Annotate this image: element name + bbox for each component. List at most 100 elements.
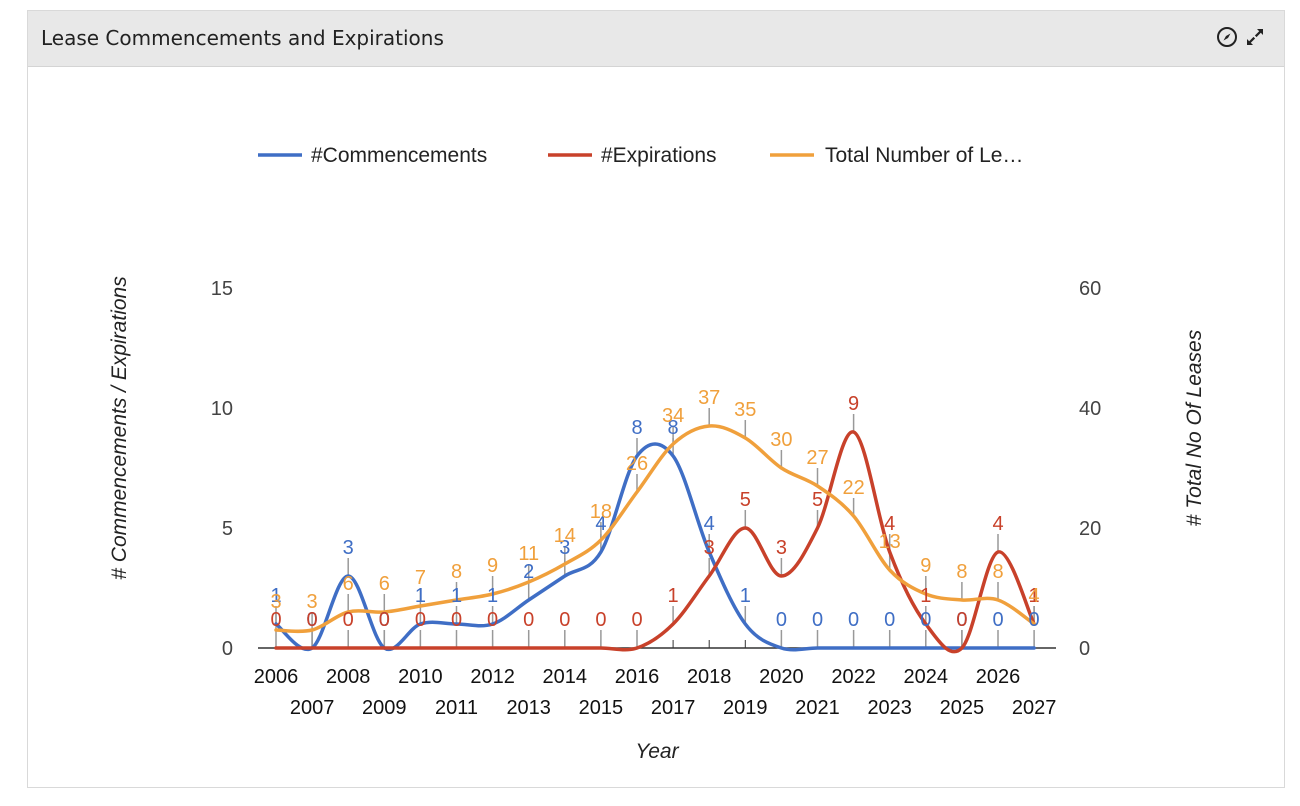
x-tick-label: 2024	[904, 666, 949, 688]
data-label: 8	[631, 417, 642, 439]
data-label: 3	[776, 537, 787, 559]
y-left-tick-label: 10	[211, 398, 233, 420]
data-label: 0	[415, 609, 426, 631]
data-label: 1	[920, 585, 931, 607]
x-tick-label: 2007	[290, 697, 335, 719]
expand-icon[interactable]	[1243, 25, 1267, 49]
data-label: 0	[379, 609, 390, 631]
data-label: 6	[343, 573, 354, 595]
data-label: 0	[992, 609, 1003, 631]
data-label: 0	[884, 609, 895, 631]
series-line-expirations	[274, 430, 1036, 654]
data-label: 1	[451, 585, 462, 607]
data-label: 34	[662, 405, 684, 427]
data-label: 2	[523, 561, 534, 583]
data-label: 9	[848, 393, 859, 415]
data-label: 37	[698, 387, 720, 409]
data-label: 1	[1029, 585, 1040, 607]
x-tick-label: 2012	[470, 666, 515, 688]
data-label: 6	[379, 573, 390, 595]
x-tick-label: 2013	[506, 697, 551, 719]
x-tick-label: 2014	[543, 666, 588, 688]
legend-label: #Expirations	[601, 144, 717, 167]
data-label: 3	[307, 591, 318, 613]
x-tick-label: 2009	[362, 697, 407, 719]
x-tick-label: 2025	[940, 697, 985, 719]
x-tick-label: 2016	[615, 666, 660, 688]
data-label: 4	[704, 513, 715, 535]
data-label: 0	[307, 609, 318, 631]
data-label: 30	[770, 429, 792, 451]
data-label: 4	[1029, 585, 1040, 607]
y-right-tick-label: 40	[1079, 398, 1101, 420]
panel-title: Lease Commencements and Expirations	[41, 26, 444, 50]
y-right-tick-label: 20	[1079, 518, 1101, 540]
x-tick-label: 2027	[1012, 697, 1057, 719]
data-label: 3	[559, 537, 570, 559]
data-label: 11	[518, 543, 539, 565]
x-tick-label: 2020	[759, 666, 804, 688]
data-label: 0	[848, 609, 859, 631]
data-label: 0	[812, 609, 823, 631]
data-label: 0	[956, 609, 967, 631]
data-label: 0	[307, 609, 318, 631]
data-label: 0	[559, 609, 570, 631]
x-tick-label: 2023	[867, 697, 912, 719]
data-label: 3	[270, 591, 281, 613]
legend-label: #Commencements	[311, 144, 487, 167]
data-label: 4	[992, 513, 1003, 535]
data-label: 0	[523, 609, 534, 631]
data-label: 0	[451, 609, 462, 631]
data-label: 1	[740, 585, 751, 607]
x-tick-label: 2019	[723, 697, 768, 719]
data-label: 0	[343, 609, 354, 631]
x-tick-label: 2018	[687, 666, 732, 688]
data-label: 1	[270, 585, 281, 607]
data-label: 26	[626, 453, 648, 475]
data-label: 27	[806, 447, 828, 469]
data-label: 22	[842, 477, 864, 499]
data-label: 3	[343, 537, 354, 559]
data-label: 4	[595, 513, 606, 535]
data-label: 7	[415, 567, 426, 589]
data-label: 0	[776, 609, 787, 631]
data-label: 9	[487, 555, 498, 577]
y-left-tick-label: 0	[222, 638, 233, 660]
y-left-axis-title: # Commencements / Expirations	[108, 276, 131, 580]
panel-header: Lease Commencements and Expirations	[28, 11, 1284, 67]
data-label: 1	[487, 585, 498, 607]
x-tick-label: 2015	[579, 697, 624, 719]
data-label: 4	[884, 513, 895, 535]
legend-label: Total Number of Le…	[825, 144, 1023, 167]
data-label: 9	[920, 555, 931, 577]
x-tick-label: 2021	[795, 697, 840, 719]
x-tick-label: 2017	[651, 697, 696, 719]
series-line-totalnumberofle	[274, 424, 1036, 634]
data-label: 0	[631, 609, 642, 631]
y-right-tick-label: 60	[1079, 278, 1101, 300]
data-label: 0	[270, 609, 281, 631]
data-label: 0	[1029, 609, 1040, 631]
data-label: 0	[487, 609, 498, 631]
data-label: 0	[920, 609, 931, 631]
data-label: 8	[668, 417, 679, 439]
y-left-tick-label: 5	[222, 518, 233, 540]
data-label: 14	[554, 525, 576, 547]
data-label: 35	[734, 399, 756, 421]
data-label: 8	[451, 561, 462, 583]
y-right-tick-label: 0	[1079, 638, 1090, 660]
data-label: 0	[595, 609, 606, 631]
chart-panel: Lease Commencements and Expirations	[27, 10, 1285, 788]
data-label: 8	[992, 561, 1003, 583]
x-tick-label: 2010	[398, 666, 443, 688]
x-tick-label: 2008	[326, 666, 371, 688]
x-tick-label: 2022	[831, 666, 876, 688]
data-label: 5	[812, 489, 823, 511]
compass-icon[interactable]	[1215, 25, 1239, 49]
data-label: 3	[704, 537, 715, 559]
data-label: 8	[956, 561, 967, 583]
data-label: 1	[415, 585, 426, 607]
x-tick-label: 2026	[976, 666, 1021, 688]
x-tick-label: 2006	[254, 666, 299, 688]
